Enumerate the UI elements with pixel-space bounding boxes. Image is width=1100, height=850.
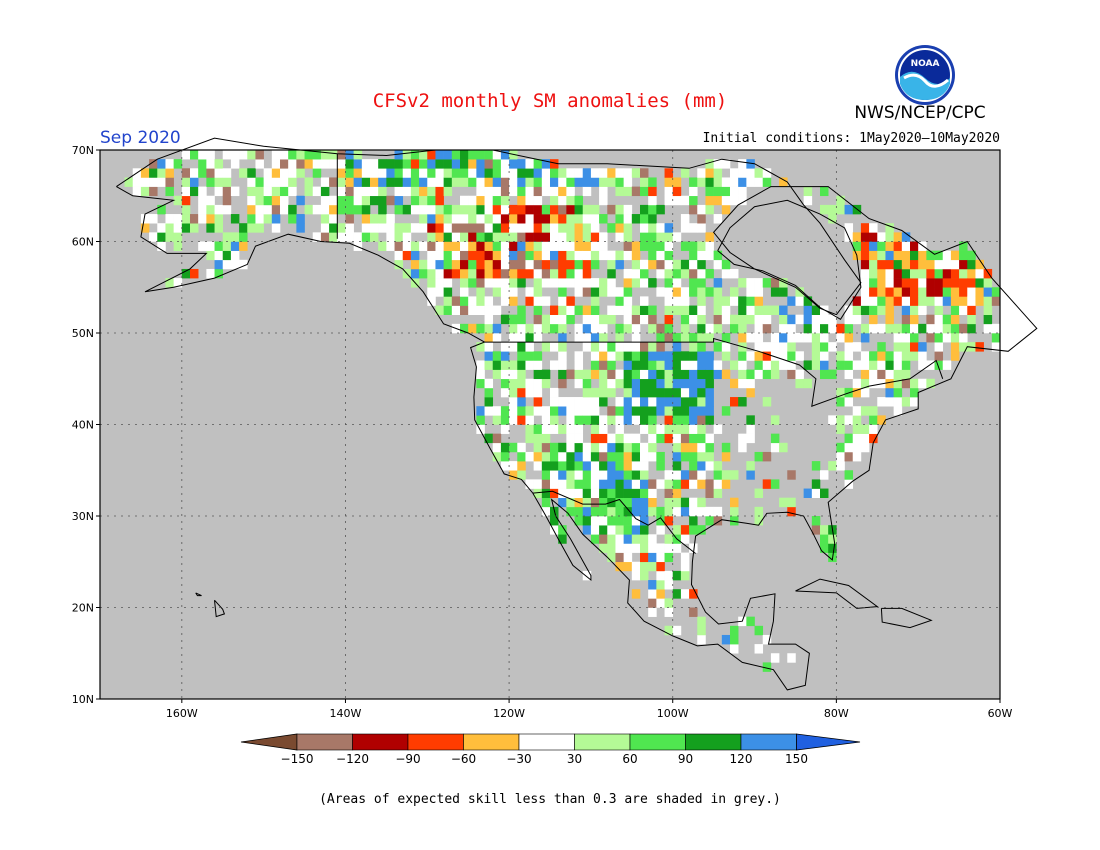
legend-tick-label: 60 <box>622 752 637 766</box>
island-coastline <box>195 592 202 597</box>
legend-tick-label: −60 <box>451 752 476 766</box>
legend-swatch <box>629 733 686 751</box>
legend-tick-label: −150 <box>281 752 314 766</box>
initial-conditions: Initial conditions: 1May2020—10May2020 <box>702 131 1000 146</box>
latitude-label: 10N <box>72 693 94 706</box>
color-legend: −150 −120 −90 −60 −30 30 60 90 120 150 <box>240 733 861 766</box>
political-border <box>532 490 696 554</box>
latitude-label: 70N <box>72 144 94 157</box>
longitude-label: 160W <box>166 707 198 720</box>
anomaly-field <box>124 150 1001 672</box>
legend-tick-label: −90 <box>395 752 420 766</box>
latitude-label: 30N <box>72 510 94 523</box>
island-coastline <box>880 607 933 629</box>
longitude-label: 80W <box>824 707 849 720</box>
latitude-labels: 70N 60N 50N 40N 30N 20N 10N <box>72 144 100 706</box>
chart-title: CFSv2 monthly SM anomalies (mm) <box>372 90 728 112</box>
legend-arrow-high <box>796 733 861 751</box>
legend-tick-label: −120 <box>336 752 369 766</box>
island-coastline <box>214 599 226 618</box>
legend-swatch <box>296 733 353 751</box>
legend-tick-label: 150 <box>785 752 808 766</box>
latitude-label: 20N <box>72 602 94 615</box>
longitude-label: 140W <box>330 707 362 720</box>
gridlines <box>100 150 1000 699</box>
hudson-bay-coastline <box>717 199 862 320</box>
legend-tick-label: 90 <box>678 752 693 766</box>
logo-text: NOAA <box>911 59 940 69</box>
north-america-coastline <box>116 137 1038 691</box>
latitude-label: 60N <box>72 236 94 249</box>
legend-swatch <box>352 733 409 751</box>
legend-swatch <box>407 733 464 751</box>
legend-swatch <box>518 733 575 751</box>
longitude-label: 100W <box>657 707 689 720</box>
forecast-month: Sep 2020 <box>100 128 181 148</box>
coastlines <box>116 137 1038 691</box>
legend-swatch <box>574 733 631 751</box>
latitude-label: 40N <box>72 419 94 432</box>
political-border <box>484 337 944 407</box>
latitude-label: 50N <box>72 327 94 340</box>
legend-swatch <box>463 733 520 751</box>
legend-swatch <box>740 733 797 751</box>
legend-tick-label: 30 <box>567 752 582 766</box>
organization-label: NWS/NCEP/CPC <box>854 103 986 123</box>
legend-arrow-low <box>240 733 298 751</box>
longitude-labels: 160W 140W 120W 100W 80W 60W <box>166 699 1013 720</box>
longitude-label: 120W <box>493 707 525 720</box>
longitude-label: 60W <box>988 707 1013 720</box>
noaa-logo-icon: NOAA <box>895 45 955 105</box>
legend-tick-label: 120 <box>730 752 753 766</box>
legend-swatch <box>685 733 742 751</box>
skill-note: (Areas of expected skill less than 0.3 a… <box>319 792 781 807</box>
legend-tick-label: −30 <box>506 752 531 766</box>
